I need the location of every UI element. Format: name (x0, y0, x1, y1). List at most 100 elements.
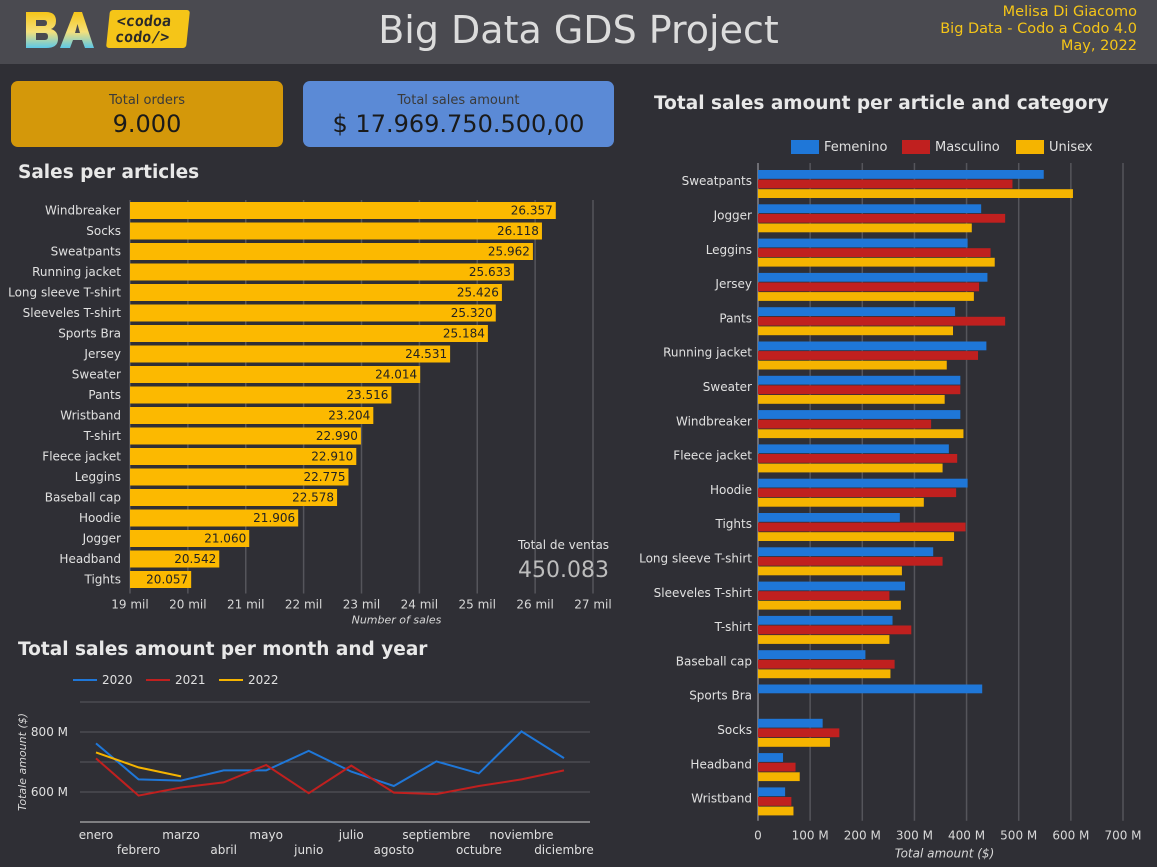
bar (758, 772, 800, 782)
bar-value-label: 21.060 (204, 532, 246, 546)
bar (758, 248, 991, 257)
bar (758, 497, 924, 507)
bar (758, 513, 900, 522)
bar (130, 284, 502, 301)
bar (758, 806, 794, 816)
bar (758, 635, 890, 644)
x-tick-label: febrero (117, 843, 160, 857)
category-sales-chart: Femenino Masculino Unisex 0 100 M 200 M 300 M 4… (640, 140, 1142, 861)
x-tick-label: 500 M (1000, 829, 1037, 843)
x-tick-label: abril (210, 843, 237, 857)
x-tick-label: 21 mil (227, 598, 264, 612)
bar (130, 243, 533, 260)
bar (758, 478, 968, 488)
bar-value-label: 23.516 (346, 388, 388, 402)
bar (758, 282, 980, 292)
x-tick-label: 20 mil (169, 598, 206, 612)
legend-swatch (791, 140, 819, 154)
total-sales-value: $ 17.969.750.500,00 (332, 110, 585, 138)
bar (130, 550, 220, 568)
bar (758, 718, 823, 728)
x-tick-label: 25 mil (459, 598, 496, 612)
bar (758, 170, 1044, 179)
category-label: Long sleeve T-shirt (8, 286, 121, 300)
bar-value-label: 25.184 (443, 327, 485, 341)
bar (130, 366, 421, 383)
bar (130, 468, 349, 486)
bar (130, 407, 374, 424)
bar-value-label: 20.542 (174, 552, 216, 566)
x-tick-label: 22 mil (285, 598, 322, 612)
x-tick-label: 0 (754, 829, 762, 843)
bar (758, 615, 893, 625)
x-tick-label: enero (79, 828, 113, 842)
category-label: Fleece jacket (42, 450, 121, 464)
bar (758, 753, 784, 762)
category-label: T-shirt (83, 429, 122, 443)
bar (758, 238, 968, 248)
x-tick-label: 100 M (792, 829, 829, 843)
bar-value-label: 22.775 (303, 470, 345, 484)
category-label: Sweater (703, 380, 752, 394)
category-label: Sleeveles T-shirt (23, 306, 122, 320)
legend-label: Femenino (824, 140, 888, 155)
category-label: Sweatpants (51, 245, 121, 259)
bar (130, 263, 514, 281)
category-label: Socks (86, 224, 121, 238)
bar (758, 625, 912, 635)
bar (758, 213, 1006, 223)
bar-value-label: 26.118 (497, 224, 539, 238)
bar-value-label: 20.057 (146, 573, 188, 587)
bar-value-label: 22.990 (316, 429, 358, 443)
bar (758, 659, 895, 669)
bar (758, 488, 957, 498)
category-label: Sports Bra (58, 327, 121, 341)
x-tick-label: 200 M (844, 829, 881, 843)
bar (130, 222, 542, 240)
x-tick-label: septiembre (402, 828, 470, 842)
category-label: Jogger (82, 532, 121, 546)
category-label: Socks (717, 723, 752, 737)
category-label: Hoodie (710, 483, 752, 497)
bar (758, 669, 891, 679)
category-label: Jogger (713, 208, 752, 222)
y-tick-label: 600 M (31, 785, 68, 799)
bar (758, 522, 966, 532)
bar (758, 272, 988, 282)
header-bar: <codoa codo/> Big Data GDS Project Melis… (0, 0, 1157, 64)
bar (758, 566, 902, 576)
category-label: Sweater (72, 368, 121, 382)
bar (758, 292, 974, 301)
bar (130, 304, 496, 322)
bar (758, 532, 955, 541)
x-tick-label: julio (338, 828, 364, 842)
bar-value-label: 23.204 (328, 409, 370, 423)
category-label: Jersey (83, 347, 121, 361)
x-tick-label: 26 mil (516, 598, 553, 612)
category-label: Tights (715, 517, 752, 531)
bar (758, 179, 1013, 189)
page-title: Big Data GDS Project (378, 8, 779, 52)
legend-label: 2020 (102, 673, 133, 687)
category-label: Hoodie (79, 511, 121, 525)
y-tick-label: 800 M (31, 725, 68, 739)
x-tick-label: 300 M (896, 829, 933, 843)
bar (758, 463, 943, 473)
total-sales-label: Total sales amount (397, 93, 520, 108)
legend-label: Unisex (1049, 140, 1093, 155)
category-sales-title: Total sales amount per article and categ… (654, 93, 1109, 114)
author-name: Melisa Di Giacomo (1002, 4, 1137, 20)
category-label: Long sleeve T-shirt (640, 551, 752, 565)
bar (758, 454, 958, 463)
y-axis-title: Totale amount ($) (16, 713, 29, 811)
bar-value-label: 25.426 (457, 286, 499, 300)
ba-logo-icon (26, 12, 94, 48)
bar (758, 307, 956, 316)
bar (758, 360, 947, 370)
bar (758, 385, 961, 395)
bar (758, 395, 945, 404)
bar-value-label: 25.962 (488, 245, 530, 259)
legend-label: 2022 (248, 673, 279, 687)
bar (758, 797, 792, 806)
bar (758, 351, 979, 360)
